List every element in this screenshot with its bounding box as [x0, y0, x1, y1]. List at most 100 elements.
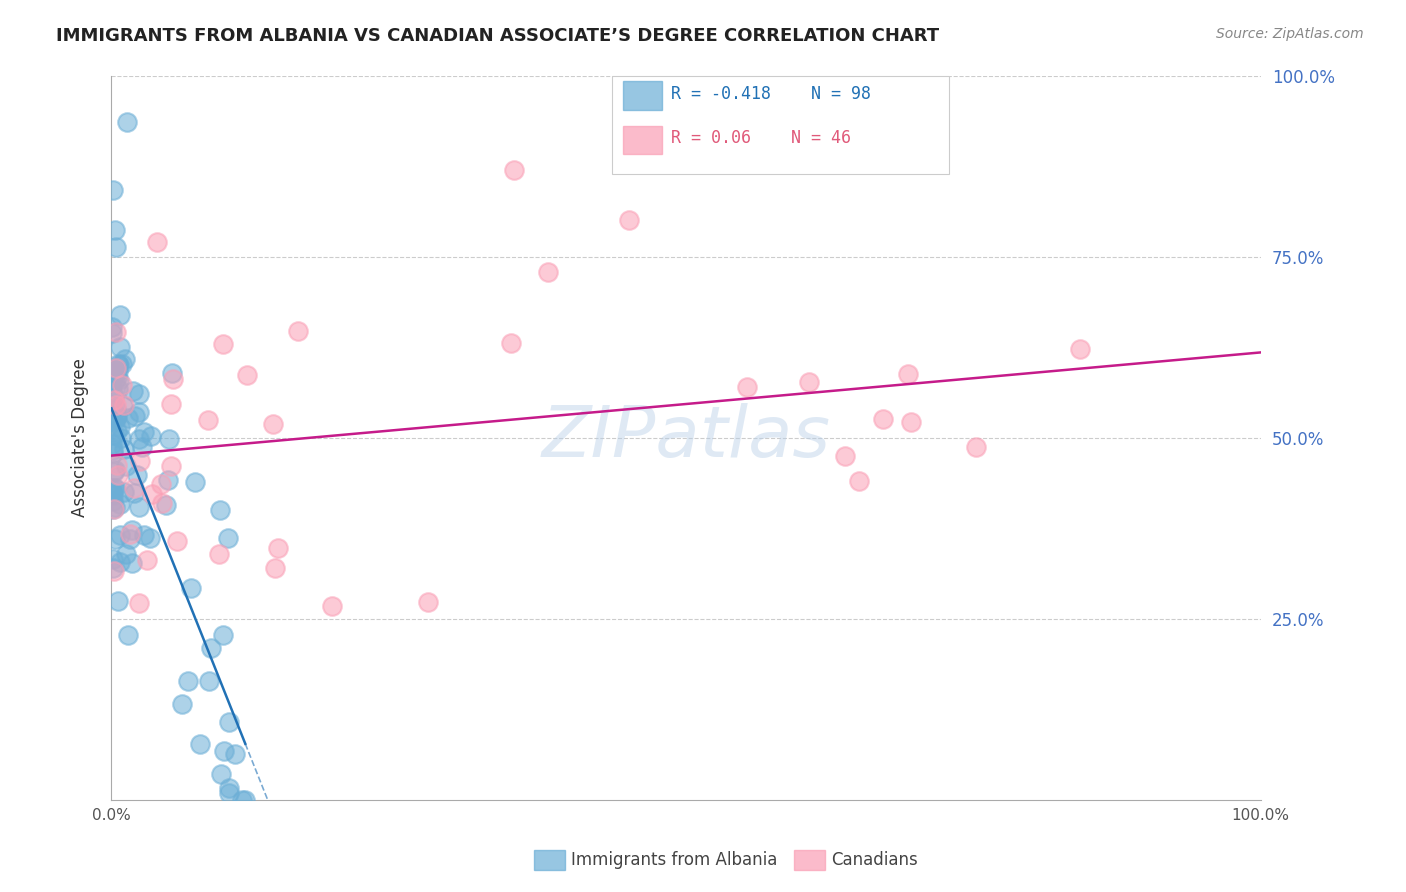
Text: Source: ZipAtlas.com: Source: ZipAtlas.com: [1216, 27, 1364, 41]
Point: [180, 581, 202, 595]
Point: [231, 793, 253, 807]
Point: [200, 640, 222, 655]
Point: [104, 462, 127, 476]
Point: [121, 523, 143, 537]
Point: [159, 397, 181, 411]
Point: [107, 358, 129, 372]
Point: [224, 747, 246, 761]
Point: [101, 183, 124, 197]
Point: [872, 411, 894, 425]
Point: [128, 596, 150, 610]
Point: [128, 500, 150, 514]
Point: [900, 415, 922, 429]
Point: [103, 392, 125, 407]
Point: [101, 484, 124, 499]
Point: [104, 401, 127, 416]
Point: [141, 429, 163, 443]
Point: [262, 417, 284, 431]
Point: [107, 364, 129, 378]
Point: [897, 367, 920, 381]
Point: [735, 380, 758, 394]
Point: [212, 337, 235, 351]
Point: [104, 409, 127, 423]
Point: [266, 541, 288, 555]
Point: [103, 481, 125, 495]
Point: [139, 531, 162, 545]
Point: [162, 366, 184, 380]
Point: [537, 265, 560, 279]
Point: [103, 565, 125, 579]
Point: [499, 336, 522, 351]
Text: IMMIGRANTS FROM ALBANIA VS CANADIAN ASSOCIATE’S DEGREE CORRELATION CHART: IMMIGRANTS FROM ALBANIA VS CANADIAN ASSO…: [56, 27, 939, 45]
Point: [101, 363, 124, 377]
Point: [112, 484, 135, 499]
Point: [177, 674, 200, 689]
Point: [105, 458, 128, 473]
Point: [209, 767, 232, 781]
Point: [115, 459, 138, 474]
Point: [105, 409, 128, 424]
Point: [107, 382, 129, 396]
Point: [162, 371, 184, 385]
Point: [418, 594, 440, 608]
Point: [122, 481, 145, 495]
Point: [103, 465, 125, 479]
Point: [108, 555, 131, 569]
Point: [103, 501, 125, 516]
Point: [834, 449, 856, 463]
Point: [218, 714, 240, 729]
Point: [848, 475, 870, 489]
Point: [104, 398, 127, 412]
Point: [101, 501, 124, 516]
Point: [103, 401, 125, 416]
Point: [128, 387, 150, 401]
Point: [122, 384, 145, 399]
Point: [104, 412, 127, 426]
Point: [103, 390, 125, 404]
Point: [108, 497, 131, 511]
Text: R = 0.06    N = 46: R = 0.06 N = 46: [671, 129, 851, 147]
Point: [197, 413, 219, 427]
Point: [101, 488, 124, 502]
Point: [101, 442, 124, 457]
Point: [617, 213, 640, 227]
Point: [101, 385, 124, 400]
Point: [218, 781, 240, 796]
Point: [236, 368, 259, 383]
Point: [150, 496, 173, 510]
Point: [212, 744, 235, 758]
Point: [101, 446, 124, 460]
Point: [101, 319, 124, 334]
Point: [101, 482, 124, 496]
Point: [111, 357, 134, 371]
Point: [132, 528, 155, 542]
Point: [217, 531, 239, 545]
Point: [112, 398, 135, 412]
Point: [287, 324, 309, 338]
Point: [108, 309, 131, 323]
Point: [115, 115, 138, 129]
Point: [502, 162, 524, 177]
Point: [198, 673, 221, 688]
Point: [128, 405, 150, 419]
Point: [127, 467, 149, 482]
Point: [107, 373, 129, 387]
Point: [103, 560, 125, 574]
Point: [107, 467, 129, 482]
Point: [159, 459, 181, 474]
Point: [107, 357, 129, 371]
Point: [104, 325, 127, 339]
Point: [141, 487, 163, 501]
Point: [105, 371, 128, 385]
Point: [108, 420, 131, 434]
Point: [101, 374, 124, 388]
Point: [149, 476, 172, 491]
Point: [128, 432, 150, 446]
Point: [170, 697, 193, 711]
Point: [103, 368, 125, 382]
Point: [124, 409, 146, 423]
Point: [114, 351, 136, 366]
Y-axis label: Associate's Degree: Associate's Degree: [72, 359, 89, 517]
Point: [103, 427, 125, 442]
Point: [110, 431, 132, 445]
